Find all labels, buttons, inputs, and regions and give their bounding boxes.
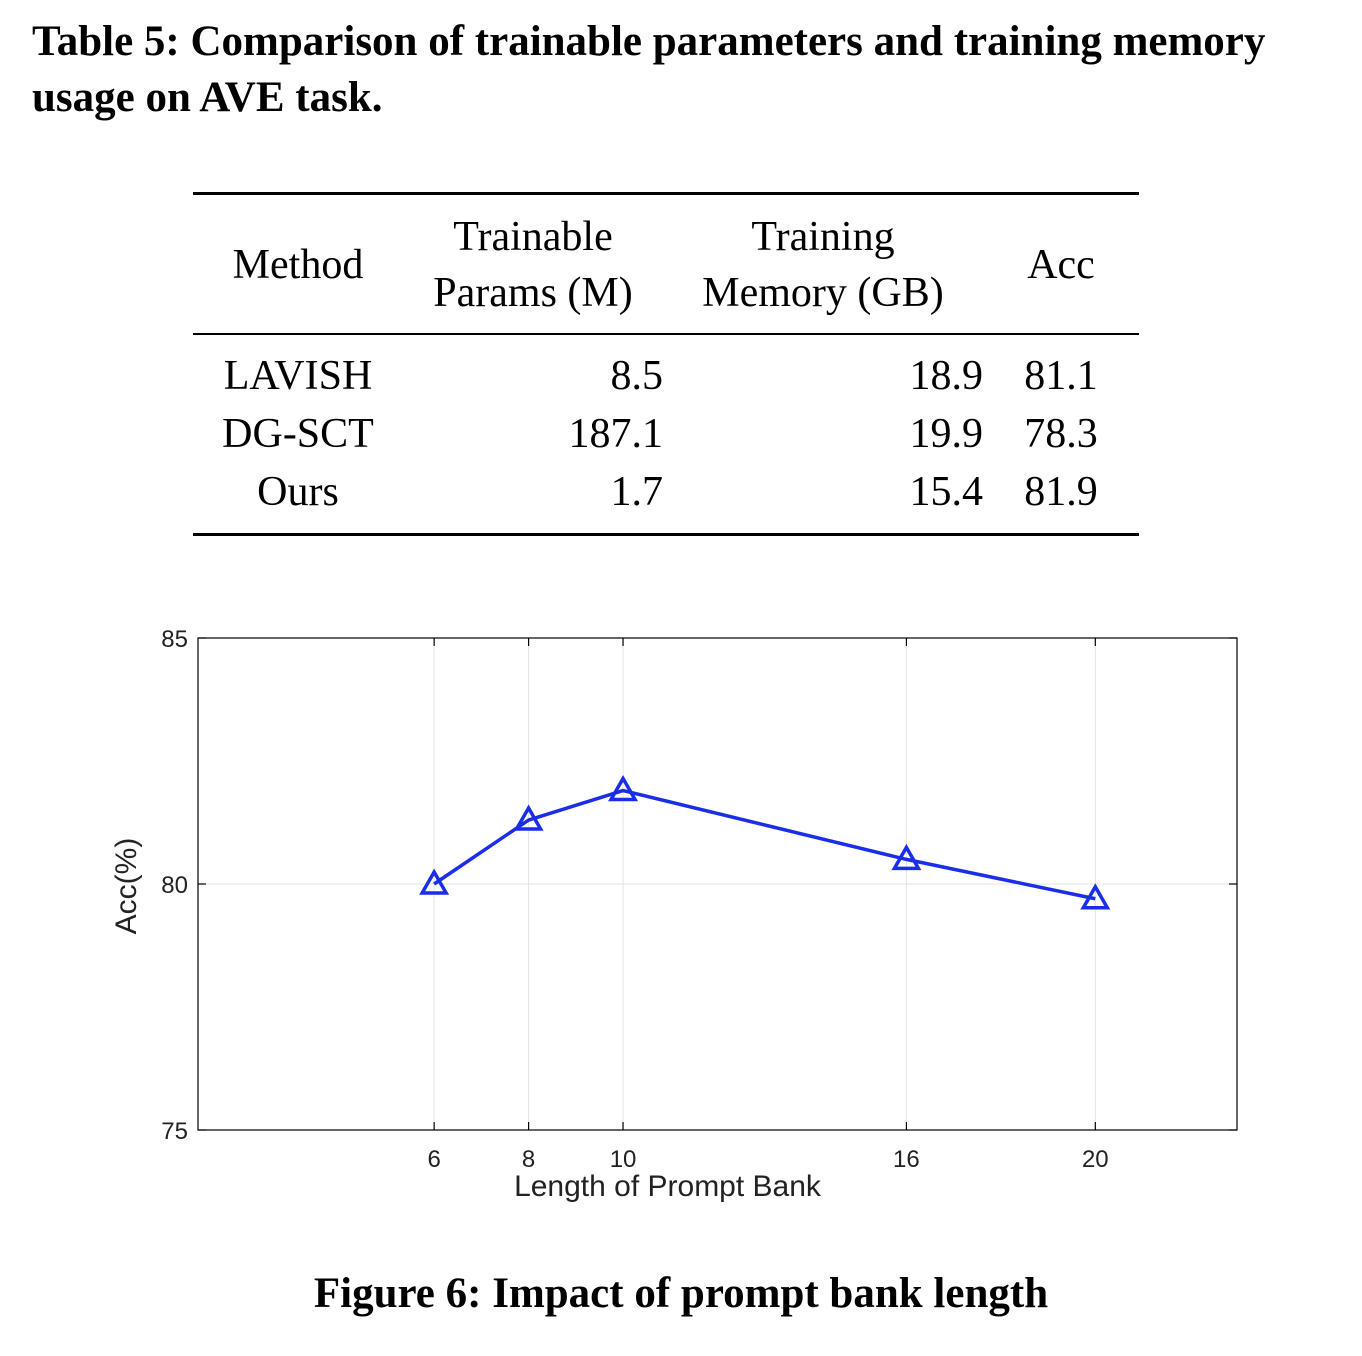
cell-method: LAVISH	[223, 353, 373, 399]
cell-acc: 81.1	[1024, 353, 1098, 399]
accuracy-line-chart: 6 8 10 16 20 75 80 85 Length of Prompt Bank Acc…	[100, 620, 1260, 1220]
table-row: DG-SCT 187.1 19.9 78.3	[193, 405, 1139, 463]
cell-acc: 81.9	[1024, 469, 1098, 515]
comparison-table: Method Trainable Params (M) Training Mem…	[193, 192, 1139, 536]
header-training-memory: Training Memory (GB)	[663, 193, 983, 335]
data-point-marker	[891, 843, 922, 871]
cell-method: DG-SCT	[222, 411, 374, 457]
header-memory-line1: Training	[751, 214, 895, 260]
header-params-line1: Trainable	[453, 214, 613, 260]
cell-memory: 18.9	[909, 353, 984, 399]
x-tick-label: 6	[427, 1146, 440, 1173]
table-row: LAVISH 8.5 18.9 81.1	[193, 334, 1139, 405]
data-point-marker	[419, 868, 450, 895]
cell-params: 1.7	[610, 469, 664, 515]
cell-params: 187.1	[568, 411, 664, 457]
y-tick-label: 80	[161, 872, 188, 899]
y-axis-label: Acc(%)	[110, 838, 143, 935]
x-tick-label: 8	[522, 1146, 535, 1173]
x-tick-label: 10	[610, 1146, 637, 1173]
grid-layer	[198, 637, 1237, 1131]
series-line	[433, 788, 1096, 901]
cell-memory: 15.4	[909, 469, 984, 515]
data-point-marker	[513, 804, 544, 831]
x-tick-label: 16	[893, 1146, 920, 1173]
header-trainable-params: Trainable Params (M)	[403, 193, 663, 335]
chart-svg: 6 8 10 16 20 75 80 85 Length of Prompt Bank Acc…	[110, 626, 1238, 1203]
table-header-row: Method Trainable Params (M) Training Mem…	[193, 193, 1139, 335]
table-row: Ours 1.7 15.4 81.9	[193, 463, 1139, 535]
series-layer	[419, 774, 1111, 910]
header-memory-line2: Memory (GB)	[702, 270, 944, 316]
cell-memory: 19.9	[909, 411, 984, 457]
data-point-marker	[1080, 883, 1111, 910]
y-tick-label: 85	[161, 626, 188, 653]
y-tick-label: 75	[161, 1118, 188, 1145]
header-method: Method	[193, 193, 403, 335]
figure-caption: Figure 6: Impact of prompt bank length	[313, 1270, 1049, 1317]
tick-layer: 6 8 10 16 20 75 80 85	[161, 626, 1237, 1173]
data-point-marker	[608, 774, 639, 802]
x-axis-label: Length of Prompt Bank	[514, 1170, 822, 1203]
cell-params: 8.5	[610, 353, 664, 399]
table-caption: Table 5: Comparison of trainable paramet…	[32, 18, 1266, 121]
x-tick-label: 20	[1082, 1146, 1109, 1173]
comparison-table-container: Method Trainable Params (M) Training Mem…	[193, 192, 1139, 536]
header-params-line2: Params (M)	[433, 270, 633, 316]
header-acc: Acc	[983, 193, 1139, 335]
cell-method: Ours	[257, 469, 339, 515]
cell-acc: 78.3	[1024, 411, 1098, 457]
